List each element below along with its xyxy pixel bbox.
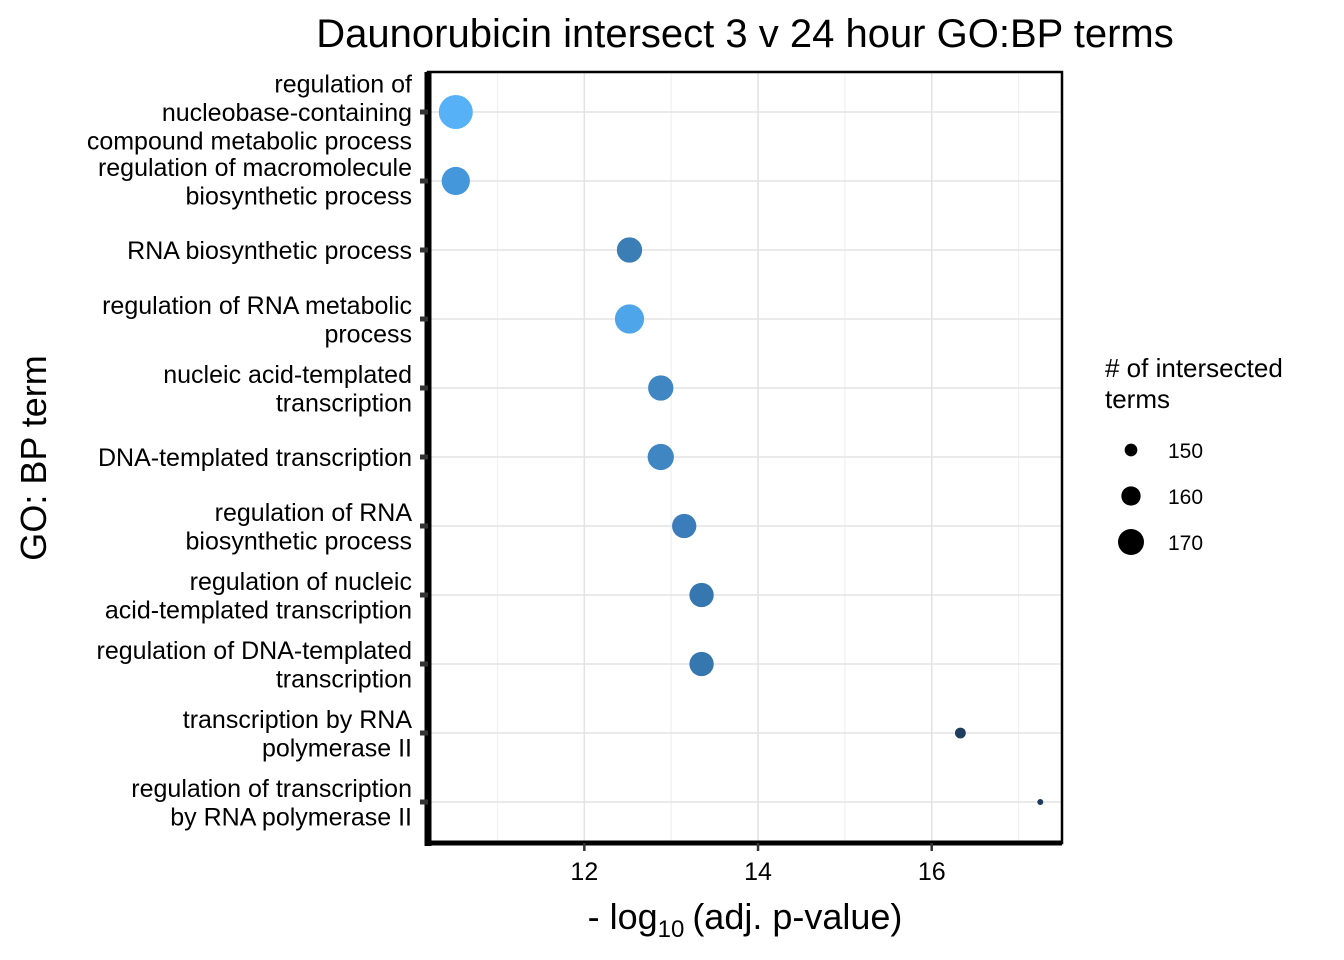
axes <box>420 70 1064 851</box>
y-tick-label-line: nucleic acid-templated <box>163 361 412 389</box>
data-point <box>689 582 714 608</box>
legend-key <box>1121 486 1141 506</box>
y-tick-label: regulation of RNA metabolic process <box>102 292 412 349</box>
y-tick-label-line: DNA-templated transcription <box>98 444 412 472</box>
y-tick-label: regulation of nucleic acid-templated tran… <box>105 568 412 625</box>
y-tick-label-line: RNA biosynthetic process <box>127 237 412 265</box>
x-axis-title: - log10 (adj. p-value) <box>588 896 903 943</box>
legend-label: 150 <box>1168 440 1203 463</box>
legend-key <box>1124 443 1138 457</box>
y-tick-label: regulation of macromolecule biosynthetic … <box>98 154 412 211</box>
y-tick-label-line: regulation of transcription <box>131 775 412 803</box>
x-tick-label: 16 <box>918 858 946 886</box>
y-tick-label-line: compound metabolic process <box>87 128 412 156</box>
data-point <box>648 375 674 401</box>
x-tick-labels: 12 14 16 <box>570 858 945 886</box>
data-point <box>616 237 643 263</box>
y-tick-label-line: regulation of RNA <box>215 499 413 527</box>
data-point <box>438 95 473 129</box>
x-tick-label: 14 <box>744 858 772 886</box>
legend: # of intersected terms 150 160 170 <box>1105 353 1283 555</box>
x-axis-title-subscript: 10 <box>658 916 685 943</box>
y-axis-title: GO: BP term <box>13 355 54 560</box>
y-tick-label-line: transcription <box>276 665 412 693</box>
data-point <box>441 166 470 196</box>
y-tick-label: RNA biosynthetic process <box>127 237 412 265</box>
y-tick-label-line: regulation of <box>274 71 412 99</box>
y-tick-label-line: acid-templated transcription <box>105 596 412 624</box>
y-tick-label: regulation of RNA biosynthetic process <box>185 499 412 556</box>
x-tick-label: 12 <box>570 858 598 886</box>
data-point <box>672 513 697 539</box>
legend-label: 170 <box>1168 532 1203 555</box>
y-tick-label: regulation of DNA-templated transcription <box>97 637 412 694</box>
x-axis-title-prefix: - log <box>588 896 658 937</box>
legend-label: 160 <box>1168 486 1203 509</box>
y-tick-labels: regulation of nucleobase-containing compou… <box>87 71 412 832</box>
y-tick-label-line: regulation of macromolecule <box>98 154 412 182</box>
data-point <box>1037 799 1044 805</box>
legend-title: terms <box>1105 384 1170 414</box>
y-tick-label-line: nucleobase-containing <box>162 99 412 127</box>
data-point <box>614 304 645 334</box>
chart-title: Daunorubicin intersect 3 v 24 hour GO:BP… <box>316 12 1173 56</box>
points <box>438 95 1044 805</box>
data-point <box>647 443 674 471</box>
y-tick-label: DNA-templated transcription <box>98 444 412 472</box>
y-tick-label-line: regulation of DNA-templated <box>97 637 412 665</box>
y-tick-label-line: biosynthetic process <box>185 182 412 210</box>
y-tick-label: regulation of nucleobase-containing compou… <box>87 71 412 156</box>
data-point <box>689 651 714 677</box>
data-point <box>954 727 966 739</box>
y-tick-label-line: polymerase II <box>262 734 412 762</box>
y-tick-label-line: regulation of RNA metabolic <box>102 292 412 320</box>
legend-title: # of intersected <box>1105 353 1283 383</box>
y-tick-label-line: transcription by RNA <box>183 706 413 734</box>
y-tick-label: nucleic acid-templated transcription <box>163 361 412 418</box>
y-tick-label-line: process <box>324 320 412 348</box>
legend-key <box>1118 529 1144 555</box>
y-tick-label-line: biosynthetic process <box>185 527 412 555</box>
x-axis-title-suffix: (adj. p-value) <box>692 896 902 937</box>
y-tick-label-line: by RNA polymerase II <box>170 803 412 831</box>
y-tick-label-line: regulation of nucleic <box>190 568 412 596</box>
grid <box>428 72 1062 843</box>
y-tick-label-line: transcription <box>276 389 412 417</box>
y-tick-label: regulation of transcription by RNA polyme… <box>131 775 412 832</box>
y-tick-label: transcription by RNA polymerase II <box>183 706 413 763</box>
